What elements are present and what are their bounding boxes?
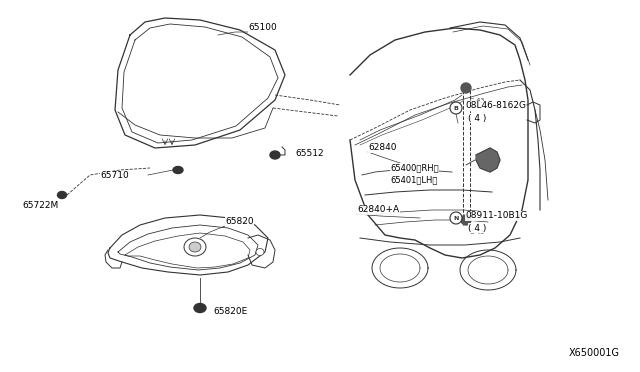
Text: 65400〈RH〉: 65400〈RH〉 <box>390 164 438 173</box>
Circle shape <box>461 83 471 93</box>
Text: X650001G: X650001G <box>569 348 620 358</box>
Ellipse shape <box>270 151 280 159</box>
Text: 65722M: 65722M <box>22 201 58 209</box>
Ellipse shape <box>256 248 264 256</box>
Circle shape <box>461 215 471 225</box>
Text: C 45: C 45 <box>470 230 484 234</box>
Text: C 43: C 43 <box>470 97 484 103</box>
Text: ( 4 ): ( 4 ) <box>468 113 486 122</box>
Ellipse shape <box>173 167 183 173</box>
Ellipse shape <box>194 304 206 312</box>
Ellipse shape <box>189 242 201 252</box>
Text: 65820: 65820 <box>225 218 253 227</box>
Text: 65100: 65100 <box>248 23 276 32</box>
Text: 62840+A: 62840+A <box>357 205 399 215</box>
Text: 65820E: 65820E <box>213 307 247 315</box>
Text: 08L46-8162G: 08L46-8162G <box>465 102 526 110</box>
Circle shape <box>450 212 462 224</box>
Text: ( 4 ): ( 4 ) <box>468 224 486 232</box>
Ellipse shape <box>184 238 206 256</box>
Ellipse shape <box>58 192 67 199</box>
Text: 65401〈LH〉: 65401〈LH〉 <box>390 176 437 185</box>
Circle shape <box>450 102 462 114</box>
Text: N: N <box>453 215 459 221</box>
Text: 65710: 65710 <box>100 171 129 180</box>
Text: B: B <box>454 106 458 110</box>
Text: 62840: 62840 <box>368 144 397 153</box>
Polygon shape <box>476 148 500 172</box>
Text: 65512: 65512 <box>295 148 324 157</box>
Text: 08911-10B1G: 08911-10B1G <box>465 212 527 221</box>
